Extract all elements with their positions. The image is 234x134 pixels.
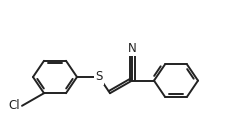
- Text: N: N: [128, 42, 136, 55]
- Text: Cl: Cl: [8, 99, 20, 112]
- Text: S: S: [95, 70, 103, 83]
